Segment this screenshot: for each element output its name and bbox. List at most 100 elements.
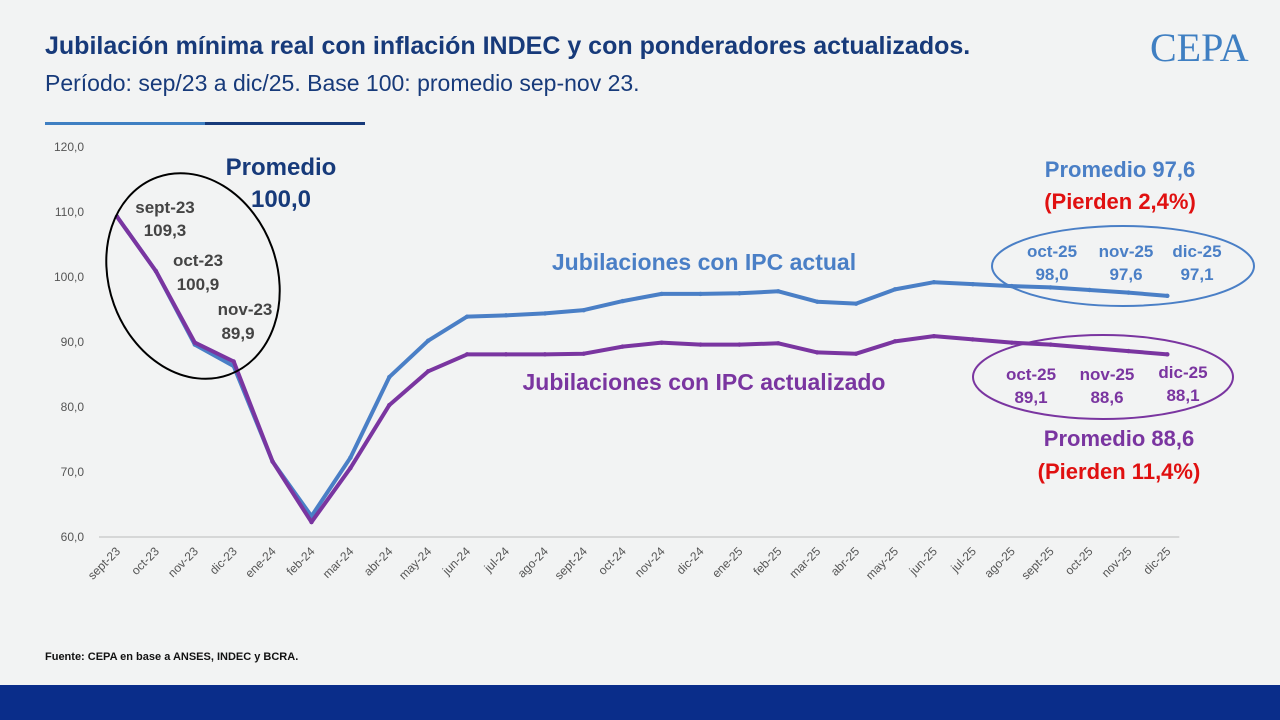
start-point-label: oct-23 xyxy=(173,251,223,270)
x-tick-label: oct-23 xyxy=(129,544,163,578)
source-note: Fuente: CEPA en base a ANSES, INDEC y BC… xyxy=(45,651,299,663)
y-tick-label: 70,0 xyxy=(61,465,85,479)
title-underline-dark xyxy=(205,122,365,125)
data-point xyxy=(698,342,703,347)
x-tick-label: may-25 xyxy=(863,544,901,582)
start-point-label: sept-23 xyxy=(135,198,195,217)
x-tick-label: nov-24 xyxy=(632,544,668,580)
x-tick-label: feb-24 xyxy=(284,544,318,578)
data-point xyxy=(503,313,509,318)
y-tick-label: 80,0 xyxy=(61,400,85,414)
x-tick-label: jul-24 xyxy=(481,544,513,576)
data-point xyxy=(931,333,937,339)
x-tick-label: ene-24 xyxy=(242,544,279,581)
data-point xyxy=(1087,345,1092,351)
x-tick-label: jul-25 xyxy=(948,544,980,576)
end-point-value-actual: 97,6 xyxy=(1109,265,1142,284)
data-point xyxy=(1048,285,1053,290)
data-point xyxy=(853,301,859,306)
data-point xyxy=(1048,342,1053,347)
x-tick-label: dic-25 xyxy=(1140,544,1173,577)
y-tick-label: 90,0 xyxy=(61,335,85,349)
y-axis: 120,0 110,0 100,0 90,0 80,0 70,0 60,0 xyxy=(54,140,84,544)
data-point xyxy=(659,340,664,345)
data-point xyxy=(542,352,548,357)
end-point-label-actual: oct-25 xyxy=(1027,242,1077,261)
x-tick-label: mar-25 xyxy=(787,544,824,581)
data-point xyxy=(231,359,236,364)
x-tick-label: feb-25 xyxy=(750,544,784,578)
start-point-value: 109,3 xyxy=(144,221,187,240)
end-point-value-actual: 97,1 xyxy=(1180,265,1213,284)
end-point-label-actualizado: oct-25 xyxy=(1006,365,1056,384)
y-tick-label: 60,0 xyxy=(61,530,85,544)
data-point xyxy=(387,402,392,408)
data-point xyxy=(153,268,159,274)
data-point xyxy=(892,287,898,292)
y-tick-label: 110,0 xyxy=(55,205,84,219)
data-point xyxy=(426,338,431,343)
data-point xyxy=(581,351,586,356)
data-point xyxy=(426,369,431,374)
x-tick-label: ene-25 xyxy=(709,544,746,581)
data-point xyxy=(698,291,703,297)
pierden-actualizado-label: (Pierden 11,4%) xyxy=(1038,459,1201,484)
x-tick-label: may-24 xyxy=(396,544,434,582)
series-lines xyxy=(114,214,1170,525)
data-point xyxy=(542,311,548,316)
series-line-ipc-actualizado xyxy=(115,214,1170,525)
data-point xyxy=(1165,352,1170,357)
data-point xyxy=(737,342,742,347)
data-point xyxy=(970,337,975,342)
footer-bar xyxy=(0,685,1280,720)
x-tick-label: nov-23 xyxy=(165,544,201,580)
promedio-actual-label: Promedio 97,6 xyxy=(1045,157,1195,182)
cepa-logo: CEPA xyxy=(1150,25,1249,70)
y-tick-label: 120,0 xyxy=(54,140,84,154)
promedio-initial-label: Promedio xyxy=(226,154,337,181)
end-highlight-ellipse-actualizado xyxy=(972,334,1234,420)
end-point-value-actual: 98,0 xyxy=(1035,265,1068,284)
start-point-label: nov-23 xyxy=(218,300,273,319)
pierden-actual-label: (Pierden 2,4%) xyxy=(1044,189,1196,214)
x-tick-label: abr-25 xyxy=(828,544,863,579)
x-tick-label: sept-23 xyxy=(85,544,123,582)
end-highlight-ellipse-actual xyxy=(991,225,1255,307)
x-tick-label: dic-24 xyxy=(674,544,707,577)
data-point xyxy=(815,350,820,355)
end-point-value-actualizado: 88,6 xyxy=(1090,388,1123,407)
data-point xyxy=(270,459,275,464)
data-point xyxy=(581,307,586,313)
start-point-value: 89,9 xyxy=(221,324,254,343)
chart-title: Jubilación mínima real con inflación IND… xyxy=(45,32,971,60)
x-tick-label: sept-24 xyxy=(552,544,590,582)
end-point-label-actualizado: nov-25 xyxy=(1080,365,1135,384)
series-label-ipc-actual: Jubilaciones con IPC actual xyxy=(552,249,856,275)
data-point xyxy=(659,291,664,297)
data-point xyxy=(192,340,197,345)
data-point xyxy=(620,298,625,304)
data-point xyxy=(1126,290,1131,295)
data-point xyxy=(503,352,509,357)
data-point xyxy=(1087,287,1092,293)
promedio-actualizado-label: Promedio 88,6 xyxy=(1044,426,1194,451)
data-point xyxy=(970,281,975,287)
start-point-value: 100,9 xyxy=(177,275,220,294)
end-point-label-actualizado: dic-25 xyxy=(1158,363,1207,382)
title-underline-light xyxy=(45,122,205,125)
data-point xyxy=(387,374,392,380)
x-tick-label: dic-23 xyxy=(207,544,240,577)
x-tick-label: jun-25 xyxy=(906,544,940,578)
data-point xyxy=(348,455,353,460)
data-point xyxy=(309,519,314,525)
end-point-value-actualizado: 89,1 xyxy=(1014,388,1047,407)
x-tick-label: oct-25 xyxy=(1062,544,1096,578)
data-point xyxy=(348,465,353,471)
x-tick-label: oct-24 xyxy=(595,544,629,578)
series-label-ipc-actualizado: Jubilaciones con IPC actualizado xyxy=(523,369,886,395)
data-point xyxy=(464,314,470,319)
x-tick-label: jun-24 xyxy=(439,544,473,578)
x-tick-label: mar-24 xyxy=(320,544,357,581)
data-point xyxy=(620,344,625,349)
